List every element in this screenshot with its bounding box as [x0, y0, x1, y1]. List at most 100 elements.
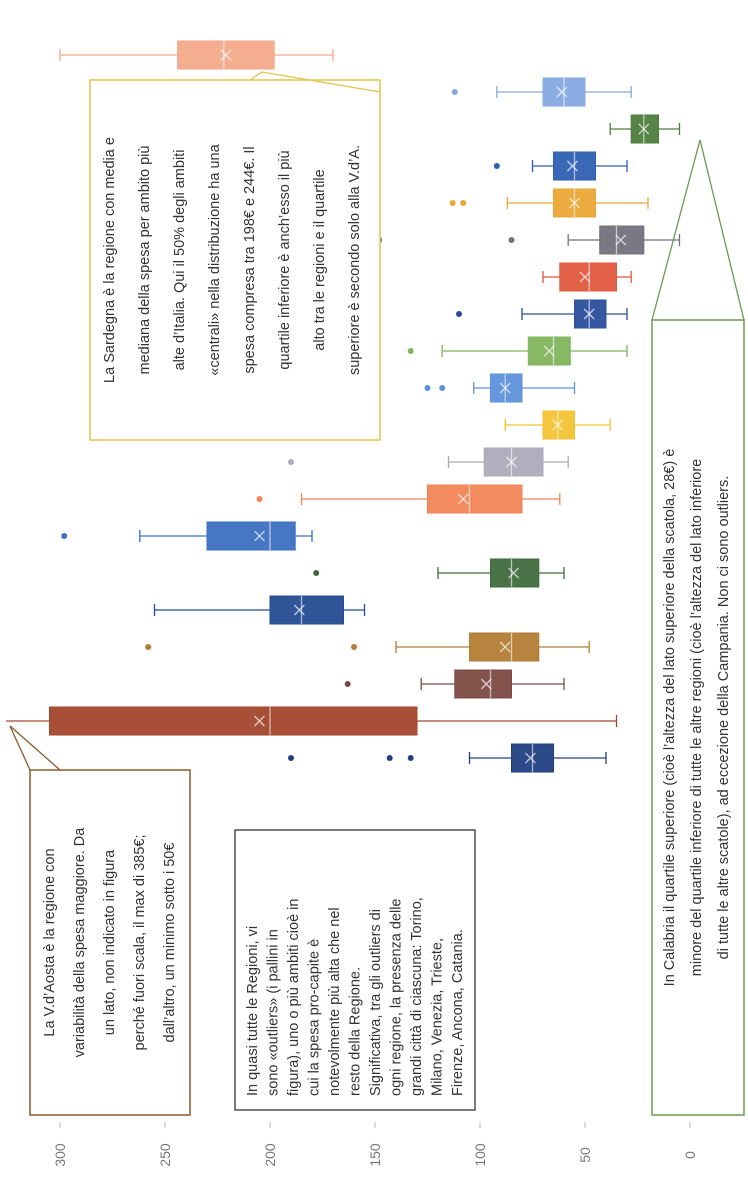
callout-text: cui la spesa pro-capite è — [307, 939, 323, 1096]
x-tick-label: 300 — [52, 1143, 68, 1167]
outlier — [493, 163, 500, 169]
mean-marker — [220, 49, 232, 61]
mean-marker — [566, 160, 578, 172]
box — [490, 373, 523, 403]
mean-marker — [457, 493, 469, 505]
callout-pointer — [261, 71, 381, 93]
callout-text: alte d’Italia. Qui il 50% degli ambiti — [172, 150, 188, 371]
box — [483, 447, 544, 477]
mean-marker — [499, 382, 511, 394]
box — [542, 410, 575, 440]
x-tick-label: 200 — [262, 1143, 278, 1167]
callout-text: ogni regione, la presenza delle — [389, 899, 405, 1097]
callout-text: In Calabria il quartile superiore (cioè … — [662, 449, 678, 987]
outlier — [288, 459, 294, 465]
callout-text: La V.d’Aosta è la regione con — [42, 848, 58, 1036]
outlier — [424, 385, 431, 391]
callout-text: di tutte le altre scatole), ad eccezione… — [716, 476, 732, 960]
callout-text: figura), uno o più ambiti cioè in — [286, 899, 302, 1096]
mean-marker — [556, 86, 568, 98]
annotations: La Sardegna è la regione con media e medi… — [42, 137, 732, 1096]
callout-text: notevolmente più alta che nel — [327, 907, 343, 1096]
box — [49, 706, 418, 736]
x-tick-label: 150 — [367, 1143, 383, 1167]
callout-text: Significativa, tra gli outliers di — [368, 909, 384, 1096]
outlier — [61, 533, 68, 539]
outlier — [313, 570, 320, 576]
box — [559, 262, 617, 292]
callout-text: superiore è secondo solo alla V.d’A. — [347, 145, 363, 375]
callout-text: resto della Regione. — [348, 967, 364, 1096]
callout-text: In quasi tutte le Regioni, vi — [245, 926, 261, 1096]
callout-text: dall’altro, un minimo sotto i 50€ — [162, 843, 178, 1043]
x-tick-label: 100 — [472, 1143, 488, 1167]
mean-marker — [543, 345, 555, 357]
outlier — [407, 755, 414, 761]
callout-pointer — [651, 139, 701, 321]
mean-marker — [569, 197, 580, 209]
callout-pointer — [699, 139, 745, 321]
callout-text: quartile inferiore è anch’esso il più — [277, 150, 293, 369]
box — [599, 225, 645, 255]
outlier — [407, 348, 414, 354]
mean-marker — [615, 234, 627, 246]
outlier — [256, 496, 263, 502]
box — [454, 669, 512, 699]
outlier — [449, 200, 456, 206]
mean-marker — [480, 678, 492, 690]
callout-text: perché fuori scala, il max di 385€; — [132, 835, 148, 1051]
callout-text: spesa compresa tra 198€ e 244€. Il — [242, 146, 258, 373]
mean-marker — [506, 456, 517, 468]
box — [490, 558, 540, 588]
box — [469, 632, 540, 662]
callout: In quasi tutte le Regioni, vi sono «outli… — [245, 897, 466, 1096]
x-tick-label: 50 — [577, 1147, 593, 1163]
callout-text: un lato, non indicato in figura — [102, 849, 118, 1035]
callout-frame — [89, 79, 381, 441]
outlier — [344, 681, 351, 687]
callout-frame — [234, 829, 476, 1111]
mean-marker — [638, 123, 650, 135]
outlier — [145, 644, 152, 650]
mean-marker — [583, 308, 595, 320]
callout-text: La Sardegna è la regione con media e — [102, 137, 118, 383]
outlier — [351, 644, 357, 650]
callout: In Calabria il quartile superiore (cioè … — [662, 449, 732, 987]
mean-marker — [552, 419, 564, 431]
callout-text: minore del quartile inferiore di tutte l… — [689, 459, 705, 976]
outlier — [386, 755, 393, 761]
callout-text: alto tra le regioni e il quartile — [312, 169, 328, 350]
mean-marker — [293, 604, 305, 616]
box — [269, 595, 344, 625]
callout-frame — [29, 769, 191, 1116]
callout-text: Firenze, Ancona, Catania. — [450, 929, 466, 1096]
x-tick-label: 250 — [157, 1143, 173, 1167]
outlier — [288, 755, 294, 761]
callout-text: variabilità della spesa maggiore. Da — [72, 827, 88, 1058]
callout: La Sardegna è la regione con media e medi… — [102, 137, 363, 383]
box — [630, 114, 660, 144]
callout-text: Milano, Venezia, Trieste, — [430, 938, 446, 1096]
outlier — [451, 89, 458, 95]
mean-marker — [254, 530, 265, 542]
value-axis: 0 50 100 150 200 250 300 — [52, 1122, 698, 1167]
outlier — [456, 311, 462, 317]
callout-text: grandi città di ciascuna: Torino, — [409, 897, 425, 1096]
mean-marker — [524, 752, 536, 764]
mean-marker — [579, 271, 591, 283]
box — [574, 299, 607, 329]
callout-frame — [651, 319, 745, 1116]
callout-text: mediana della spesa per ambito più — [137, 146, 153, 375]
plot-area — [6, 40, 681, 773]
outlier — [439, 385, 446, 391]
callout-pointer — [9, 725, 61, 771]
callout-text: sono «outliers» (i pallini in — [266, 929, 282, 1096]
outlier — [460, 200, 467, 206]
callout: La V.d’Aosta è la regione con variabilità… — [42, 827, 178, 1058]
x-tick-label: 0 — [682, 1151, 698, 1159]
outlier — [508, 237, 515, 243]
box — [427, 484, 523, 514]
callout-text: «centrali» nella distribuzione ha una — [207, 143, 223, 375]
box — [206, 521, 296, 551]
